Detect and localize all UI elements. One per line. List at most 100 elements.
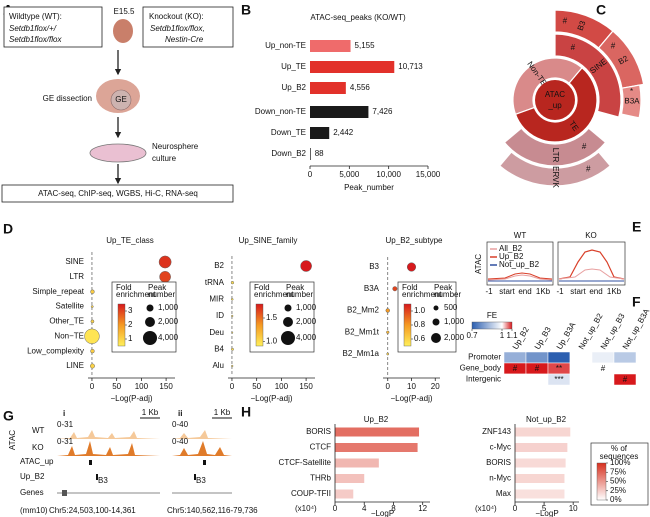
track-label: ATAC_up	[20, 457, 54, 466]
y-tick-label: Max	[496, 489, 511, 498]
dot	[84, 328, 100, 344]
colorbar	[596, 462, 607, 501]
x-tick-label: 10	[407, 382, 416, 391]
bar	[515, 427, 571, 437]
element-block	[96, 474, 98, 480]
segment-label: B3	[576, 19, 588, 32]
element-label: B3	[98, 476, 108, 485]
heatmap-cell	[569, 351, 593, 364]
tissue-label: GE	[115, 95, 127, 104]
x-tick-label: start	[499, 287, 515, 296]
y-tick-label: ZNF143	[482, 427, 511, 436]
sunburst-center	[535, 80, 575, 120]
y-tick-label: CTCF-Satellite	[279, 458, 332, 467]
gene-exon	[62, 490, 67, 496]
track-label: (mm10)	[20, 506, 48, 515]
colorbar	[471, 321, 513, 330]
chart-title: Up_SINE_family	[239, 236, 298, 245]
track-group-label: ATAC	[8, 430, 17, 450]
significance-mark: #	[586, 165, 591, 174]
size-key-label: 2,000	[444, 333, 465, 342]
x-axis-label: −Log(P-adj)	[110, 394, 152, 403]
value-label: 7,426	[372, 107, 393, 116]
significance-mark: #	[582, 142, 587, 151]
locus-label: Chr5:24,503,100-14,361	[49, 506, 136, 515]
wt-title: Wildtype (WT):	[9, 12, 62, 21]
y-tick-label: B2	[214, 261, 224, 270]
value-label: 5,155	[355, 41, 376, 50]
ko-genotype: Setdb1flox/flox,	[150, 24, 205, 33]
x-tick-label: 5,000	[339, 170, 360, 179]
size-key	[283, 317, 293, 327]
bar	[310, 106, 369, 118]
step-label: Neurosphere	[152, 142, 199, 151]
bar	[335, 443, 418, 452]
legend-title: enrichment	[402, 290, 442, 299]
y-tick-label: B4	[214, 344, 224, 353]
colorbar-tick-label: 1.5	[266, 313, 278, 322]
colorbar-tick-label: 1.0	[414, 306, 426, 315]
y-tick-label: MIR	[209, 294, 224, 303]
x-tick-label: 4	[362, 504, 367, 513]
y-axis-label: ATAC	[474, 254, 483, 274]
y-tick-label: ID	[216, 311, 224, 320]
colorbar-tick-label: 2	[128, 320, 133, 329]
value-label: 88	[315, 149, 324, 158]
y-tick-label: Up_B2	[282, 83, 307, 92]
cell-annotation: **	[556, 364, 562, 373]
y-tick-label: Alu	[212, 361, 224, 370]
sunburst-segment	[554, 33, 622, 118]
x-tick-label: 0	[386, 382, 391, 391]
colorbar-tick-label: 1	[128, 334, 133, 343]
element-label: B3	[196, 476, 206, 485]
size-key	[431, 333, 441, 343]
y-tick-label: Satellite	[56, 302, 85, 311]
dot	[230, 281, 235, 285]
heatmap-cell	[569, 373, 593, 386]
element-block	[194, 474, 196, 480]
colorbar-tick-label: 1.1	[506, 331, 518, 340]
significance-mark: *	[630, 87, 633, 96]
track-label: Up_B2	[20, 472, 45, 481]
range-label: 0-31	[57, 437, 74, 446]
x-tick-label: 150	[159, 382, 173, 391]
x-axis-label: −Log(P-adj)	[250, 394, 292, 403]
y-tick-label: c-Myc	[490, 443, 511, 452]
x-axis-label: −LogP	[535, 509, 558, 517]
x-tick-label: 150	[299, 382, 313, 391]
scale-note: (x10⁴)	[475, 504, 497, 513]
colorbar-tick-label: 50%	[610, 477, 626, 486]
bar	[515, 443, 568, 452]
colorbar-tick-label: 0.7	[466, 331, 478, 340]
x-tick-label: 10,000	[376, 170, 401, 179]
legend-title: % of	[611, 444, 628, 453]
size-key-label: 1,000	[296, 303, 317, 312]
y-tick-label: Simple_repeat	[32, 287, 84, 296]
colorbar-tick-label: 0.6	[414, 334, 426, 343]
row-label: Intergenic	[466, 375, 501, 384]
chart-title: Not_up_B2	[526, 415, 567, 424]
range-label: 0-40	[172, 420, 189, 429]
heatmap-cell	[525, 351, 549, 364]
colorbar-tick-label: 1	[500, 331, 505, 340]
size-key-label: 1,000	[158, 303, 179, 312]
x-tick-label: 10	[569, 504, 578, 513]
bar	[310, 40, 351, 52]
value-label: 10,713	[398, 62, 423, 71]
scale-label: 1 Kb	[142, 408, 159, 417]
wt-genotype: Setdb1flox/flox	[9, 35, 62, 44]
track-label: Genes	[20, 488, 44, 497]
signal-track	[57, 441, 160, 456]
cell-annotation: ***	[554, 375, 563, 384]
colorbar-tick-label: 25%	[610, 486, 626, 495]
ko-genotype: Nestin-Cre	[165, 35, 204, 44]
segment-label: B2	[617, 54, 630, 67]
y-tick-label: Up_TE	[281, 62, 306, 71]
chart-title: Up_TE_class	[106, 236, 154, 245]
legend-title: Peak	[434, 283, 453, 292]
x-tick-label: 1Kb	[607, 287, 622, 296]
dot	[230, 298, 234, 301]
size-key-label: 500	[444, 303, 458, 312]
scale-note: (x10⁴)	[295, 504, 317, 513]
heatmap-cell	[547, 351, 571, 364]
